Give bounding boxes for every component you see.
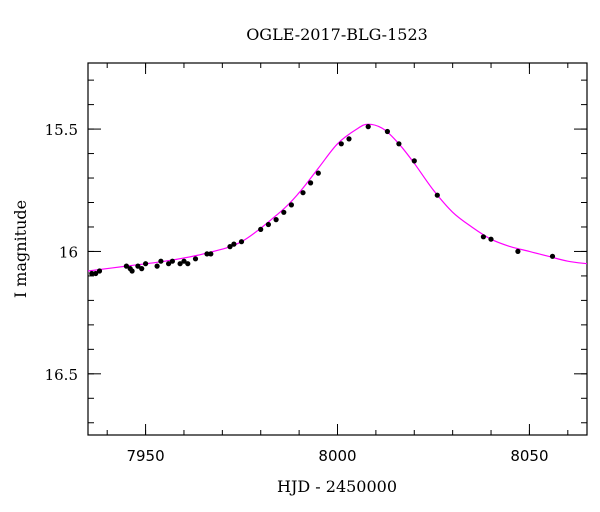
data-point xyxy=(135,263,141,269)
data-point xyxy=(143,261,149,267)
data-point xyxy=(89,270,95,277)
y-tick-label: 16 xyxy=(59,243,78,261)
data-point xyxy=(166,261,172,267)
data-point xyxy=(396,141,402,147)
x-tick-label: 8000 xyxy=(318,447,356,465)
data-point xyxy=(315,170,321,176)
data-point xyxy=(258,226,264,232)
model-curve xyxy=(87,123,588,272)
data-point xyxy=(480,234,486,240)
plot-frame xyxy=(87,62,588,436)
data-point xyxy=(488,236,494,242)
chart-title: OGLE-2017-BLG-1523 xyxy=(246,25,428,44)
data-point xyxy=(227,244,233,250)
data-point xyxy=(288,202,294,208)
y-tick-label: 16.5 xyxy=(45,366,78,384)
data-point xyxy=(515,248,521,254)
data-point xyxy=(238,239,245,245)
x-tick-labels: 7950 8000 8050 xyxy=(126,447,548,465)
data-point xyxy=(384,128,390,135)
major-ticks xyxy=(88,63,587,435)
data-point xyxy=(208,251,214,257)
x-tick-label: 8050 xyxy=(510,447,548,465)
data-point xyxy=(139,266,145,272)
data-point xyxy=(181,258,187,264)
x-axis-label: HJD - 2450000 xyxy=(277,477,397,496)
data-point xyxy=(549,253,556,259)
data-point xyxy=(158,258,164,264)
y-tick-labels: 15.5 16 16.5 xyxy=(45,121,78,384)
data-point xyxy=(346,136,352,142)
data-point xyxy=(300,190,306,196)
y-axis-label: I magnitude xyxy=(11,200,30,298)
data-point xyxy=(192,256,199,262)
data-point xyxy=(231,241,237,247)
data-point xyxy=(204,251,210,257)
data-point xyxy=(129,268,135,274)
x-tick-label: 7950 xyxy=(126,447,164,465)
data-points xyxy=(89,124,556,277)
data-point xyxy=(281,209,287,215)
data-point xyxy=(123,263,129,269)
data-point xyxy=(338,141,344,147)
data-point xyxy=(154,263,160,269)
data-point xyxy=(185,261,191,267)
data-point xyxy=(273,217,279,223)
data-point xyxy=(96,268,103,274)
y-tick-label: 15.5 xyxy=(45,121,78,139)
data-point xyxy=(177,261,183,267)
data-point xyxy=(308,180,314,186)
data-point xyxy=(434,192,440,198)
data-point xyxy=(365,124,371,130)
data-point xyxy=(265,221,271,228)
data-point xyxy=(411,158,417,164)
data-point xyxy=(169,258,175,264)
minor-ticks xyxy=(88,63,587,435)
data-point xyxy=(93,270,99,277)
